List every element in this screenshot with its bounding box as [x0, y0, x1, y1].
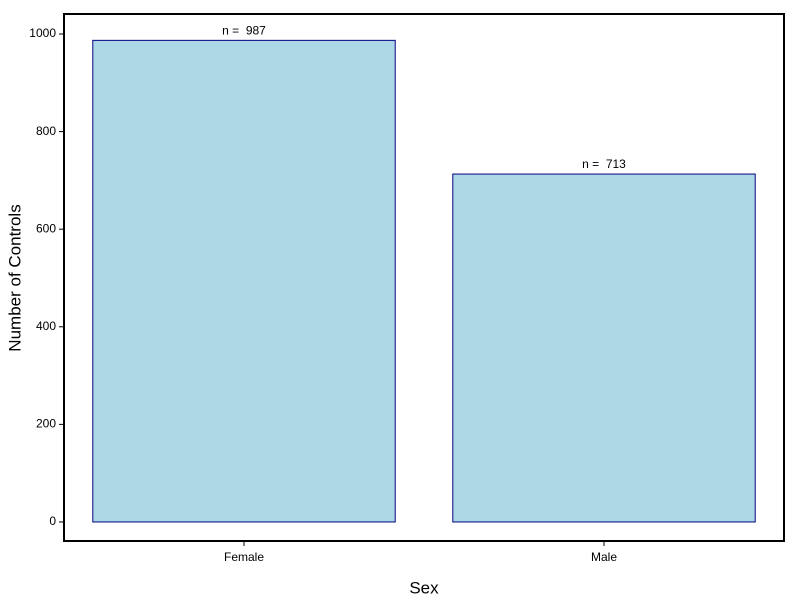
y-tick-label: 0 [49, 514, 56, 528]
x-axis-label: Sex [409, 578, 439, 597]
y-axis-label: Number of Controls [5, 204, 24, 351]
y-tick-label: 1000 [29, 26, 56, 40]
y-tick-label: 400 [36, 319, 56, 333]
y-tick-label: 600 [36, 221, 56, 235]
y-tick-label: 200 [36, 417, 56, 431]
data-label: n = 713 [582, 157, 626, 171]
plot-frame [63, 13, 785, 542]
data-label: n = 987 [222, 24, 266, 38]
y-tick-label: 800 [36, 124, 56, 138]
x-tick-label: Male [591, 550, 617, 564]
bar [452, 173, 756, 523]
x-tick-label: Female [224, 550, 264, 564]
bar [92, 39, 396, 523]
